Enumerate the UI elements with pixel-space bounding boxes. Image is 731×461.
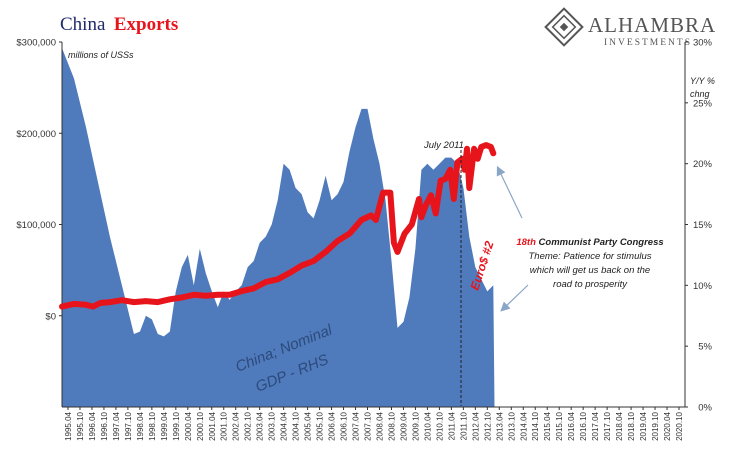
x-tick-label: 2020.04 [663,411,672,440]
x-tick-label: 2010.04 [423,411,432,440]
x-tick-label: 2011.10 [459,411,468,440]
x-tick-label: 2007.10 [364,411,373,440]
x-tick-label: 2002.04 [232,411,241,440]
x-tick-label: 2006.04 [328,411,337,440]
x-tick-label: 1995.10 [76,411,85,440]
right-tick-label: 0% [698,403,712,414]
right-tick-label: 10% [693,281,713,292]
right-axis-ticks: 30% 25% 20% 15% 10% 5% 0% [685,38,713,414]
annotation-congress: 18th Communist Party Congress [516,237,663,248]
annotation-theme-2: which will get us back on the [530,265,650,276]
x-tick-label: 2008.10 [388,411,397,440]
alhambra-logo-mark-icon [544,7,584,47]
exports-series [59,142,497,310]
left-axis-label: millions of USSs [68,50,134,60]
x-tick-label: 2003.10 [268,411,277,440]
right-axis-label-1: Y/Y % [690,76,715,86]
x-tick-label: 1999.10 [172,411,181,440]
x-tick-label: 2018.10 [627,411,636,440]
x-tick-label: 2015.10 [555,411,564,440]
x-tick-label: 1998.10 [148,411,157,440]
left-tick-label: $300,000 [16,38,56,49]
x-tick-label: 2000.04 [184,411,193,440]
left-axis-ticks: $300,000 $200,000 $100,000 $0 [16,38,62,322]
left-tick-label: $0 [45,311,56,322]
x-tick-label: 2007.04 [352,411,361,440]
annotation-july-2011: July 2011 [423,140,464,151]
x-tick-label: 2011.04 [447,411,456,440]
x-tick-label: 1996.10 [100,411,109,440]
x-tick-label: 2008.04 [376,411,385,440]
right-tick-label: 20% [693,159,713,170]
gdp-series [62,48,495,407]
x-tick-label: 2018.04 [615,411,624,440]
x-tick-label: 1997.10 [124,411,133,440]
x-tick-label: 2009.10 [411,411,420,440]
right-tick-label: 30% [693,38,713,49]
x-tick-label: 2019.04 [639,411,648,440]
alhambra-logo: ALHAMBRA INVESTMENTS [544,7,716,48]
x-tick-label: 2005.10 [316,411,325,440]
x-tick-label: 2001.10 [220,411,229,440]
x-tick-label: 2016.04 [567,411,576,440]
arrow-to-exports-peak [496,165,523,219]
right-axis-label-2: chng [690,89,710,99]
annotation-theme-1: Theme: Patience for stimulus [528,251,651,262]
x-tick-label: 2005.04 [304,411,313,440]
chart-title: China Exports [60,14,178,35]
x-tick-label: 2004.10 [292,411,301,440]
x-tick-label: 2000.10 [196,411,205,440]
x-tick-label: 2020.10 [675,411,684,440]
right-tick-label: 15% [693,220,713,231]
x-tick-label: 2017.04 [591,411,600,440]
x-tick-label: 2013.10 [507,411,516,440]
x-tick-label: 2012.04 [471,411,480,440]
x-tick-label: 1995.04 [64,411,73,440]
annotation-congress-18th: 18th [516,237,536,248]
left-tick-label: $200,000 [16,129,56,140]
x-tick-label: 1998.04 [136,411,145,440]
title-exports: Exports [114,14,178,35]
x-tick-label: 2010.10 [435,411,444,440]
x-tick-label: 2013.04 [495,411,504,440]
x-tick-label: 2019.10 [651,411,660,440]
x-tick-label: 2017.10 [603,411,612,440]
x-tick-label: 2009.04 [400,411,409,440]
x-tick-label: 2012.10 [483,411,492,440]
right-tick-label: 25% [693,98,713,109]
x-tick-label: 2001.04 [208,411,217,440]
annotation-congress-rest: Communist Party Congress [536,237,664,248]
x-tick-label: 2006.10 [340,411,349,440]
annotation-theme-3: road to prosperity [553,279,628,290]
x-tick-label: 2015.04 [543,411,552,440]
x-tick-label: 2016.10 [579,411,588,440]
left-tick-label: $100,000 [16,220,56,231]
exports-line [59,142,497,310]
x-tick-label: 2014.04 [519,411,528,440]
x-tick-label: 2014.10 [531,411,540,440]
x-tick-label: 2002.10 [244,411,253,440]
arrow-to-gdp-drop [500,284,529,312]
logo-name: ALHAMBRA [588,13,716,37]
x-axis-ticks: 1995.04 1995.10 1996.04 1996.10 1997.04 1997.… [64,407,684,441]
x-tick-label: 1999.04 [160,411,169,440]
logo-sub: INVESTMENTS [604,38,692,48]
x-tick-label: 1996.04 [88,411,97,440]
x-tick-label: 2004.04 [280,411,289,440]
x-tick-label: 1997.04 [112,411,121,440]
x-tick-label: 2003.04 [256,411,265,440]
gdp-area [62,48,495,407]
title-china: China [60,14,106,35]
right-tick-label: 5% [698,342,712,353]
